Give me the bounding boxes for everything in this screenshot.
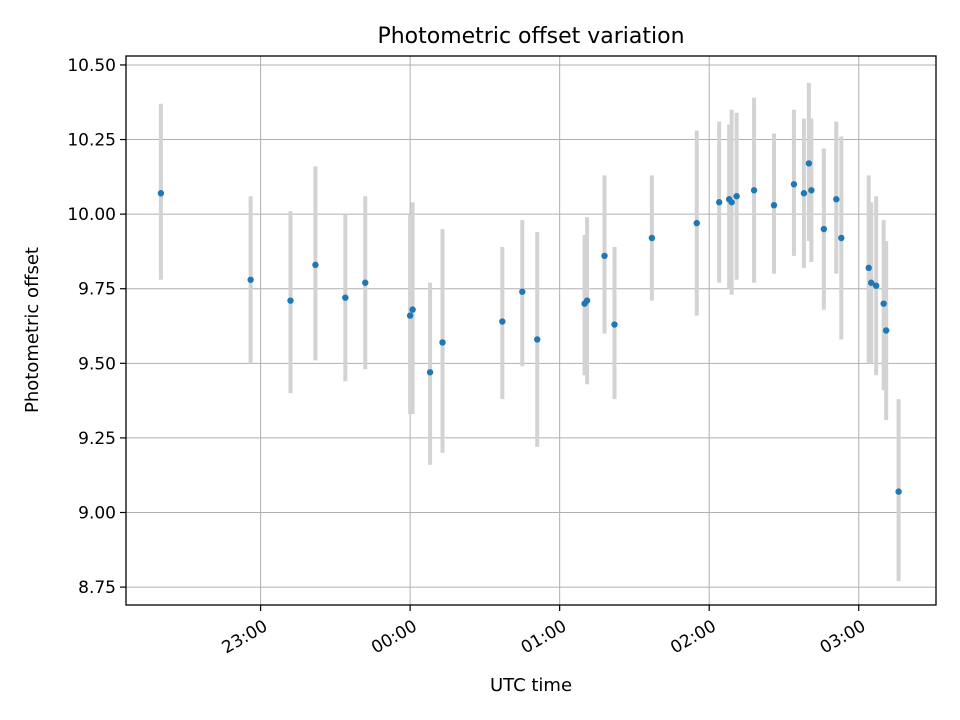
data-point [805, 160, 813, 167]
error-bars [158, 82, 901, 582]
data-point [750, 187, 758, 194]
data-point [342, 294, 349, 301]
data-point [770, 201, 778, 209]
y-tick-label: 8.75 [78, 578, 116, 598]
data-point [426, 369, 434, 376]
data-point [287, 297, 294, 304]
x-tick-label: 23:00 [219, 616, 271, 658]
y-tick-label: 9.00 [78, 504, 116, 524]
x-axis-label: UTC time [490, 675, 572, 696]
data-point [880, 300, 887, 307]
y-tick-label: 9.25 [78, 429, 116, 449]
y-tick-label: 10.50 [67, 56, 116, 76]
y-tick-label: 9.75 [78, 280, 116, 300]
data-point [583, 297, 591, 304]
data-point [648, 234, 656, 242]
data-point [406, 312, 414, 319]
data-point [838, 234, 845, 242]
y-tick-label: 9.50 [78, 354, 116, 374]
y-tick-label: 10.25 [67, 131, 116, 151]
data-point [362, 279, 369, 286]
data-points [157, 160, 902, 495]
data-point [439, 339, 446, 346]
data-point [247, 276, 254, 283]
data-point [499, 318, 506, 325]
data-point [790, 181, 798, 188]
plot-frame [125, 55, 937, 606]
data-point [534, 336, 541, 343]
data-point [820, 225, 828, 233]
y-axis-label: Photometric offset [22, 247, 43, 413]
data-point [157, 190, 165, 197]
x-tick-label: 03:00 [817, 616, 869, 658]
data-point [800, 190, 808, 197]
x-tick-label: 00:00 [368, 616, 420, 658]
data-point [611, 321, 618, 328]
data-point [693, 219, 700, 227]
data-point [728, 199, 735, 206]
data-point [519, 288, 526, 295]
x-tick-label: 02:00 [667, 616, 719, 658]
data-point [715, 199, 723, 206]
grid [126, 56, 936, 605]
data-point [733, 193, 740, 200]
ticks: 23:00 00:00 01:00 02:00 03:00 8.75 9.00 9.25 9.5… [67, 56, 869, 658]
data-point [808, 187, 815, 194]
data-point [409, 306, 416, 313]
data-point [601, 252, 608, 260]
data-point [312, 261, 319, 269]
chart-title: Photometric offset variation [377, 24, 684, 49]
data-point [833, 196, 840, 203]
data-point [872, 282, 880, 289]
data-point [895, 488, 902, 495]
data-point [882, 327, 890, 334]
y-tick-label: 10.00 [67, 205, 116, 225]
x-tick-label: 01:00 [518, 616, 570, 658]
data-point [865, 264, 872, 272]
data-point [868, 279, 875, 286]
